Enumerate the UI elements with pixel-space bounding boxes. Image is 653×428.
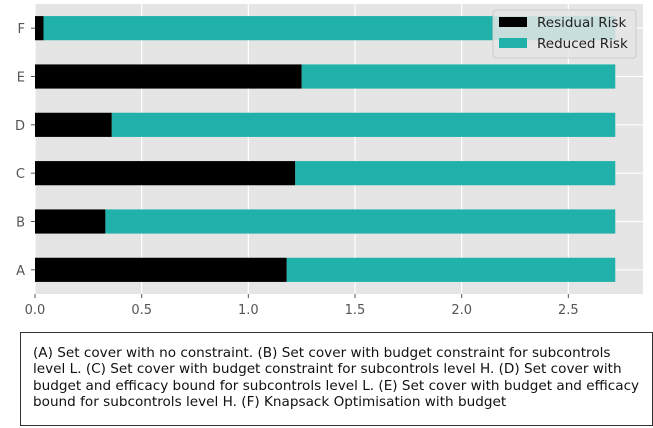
y-tick-label: C <box>16 167 25 182</box>
x-tick-label: 1.5 <box>345 303 366 318</box>
bar-reduced-risk-e <box>301 64 616 89</box>
x-axis-ticks: 0.0 0.5 1.0 1.5 2.0 2.5 <box>25 294 579 318</box>
legend-swatch <box>499 38 527 48</box>
legend: Residual Risk Reduced Risk <box>492 9 637 59</box>
bar-residual-risk-f <box>35 16 44 41</box>
legend-swatch <box>499 17 527 27</box>
legend-label: Residual Risk <box>537 15 626 31</box>
bar-reduced-risk-a <box>286 257 616 282</box>
bar-reduced-risk-d <box>111 112 616 137</box>
y-tick-label: F <box>18 22 25 37</box>
x-tick-label: 1.0 <box>238 303 259 318</box>
bars <box>35 16 616 282</box>
y-tick-label: B <box>16 216 25 231</box>
y-tick-label: A <box>16 264 25 279</box>
bar-residual-risk-a <box>35 257 287 282</box>
bar-residual-risk-b <box>35 209 106 234</box>
bar-reduced-risk-b <box>105 209 616 234</box>
legend-box <box>492 9 637 59</box>
y-axis-ticks: A B C D E F <box>15 22 35 279</box>
x-tick-label: 0.5 <box>131 303 152 318</box>
bar-reduced-risk-c <box>295 161 616 186</box>
bar-residual-risk-e <box>35 64 302 89</box>
x-tick-label: 0.0 <box>25 303 46 318</box>
x-tick-label: 2.0 <box>451 303 472 318</box>
bar-residual-risk-c <box>35 161 296 186</box>
y-tick-label: D <box>15 119 25 134</box>
y-tick-label: E <box>17 71 25 86</box>
figure-caption: (A) Set cover with no constraint. (B) Se… <box>20 332 653 426</box>
bar-residual-risk-d <box>35 112 112 137</box>
legend-label: Reduced Risk <box>537 36 628 52</box>
x-tick-label: 2.5 <box>558 303 579 318</box>
